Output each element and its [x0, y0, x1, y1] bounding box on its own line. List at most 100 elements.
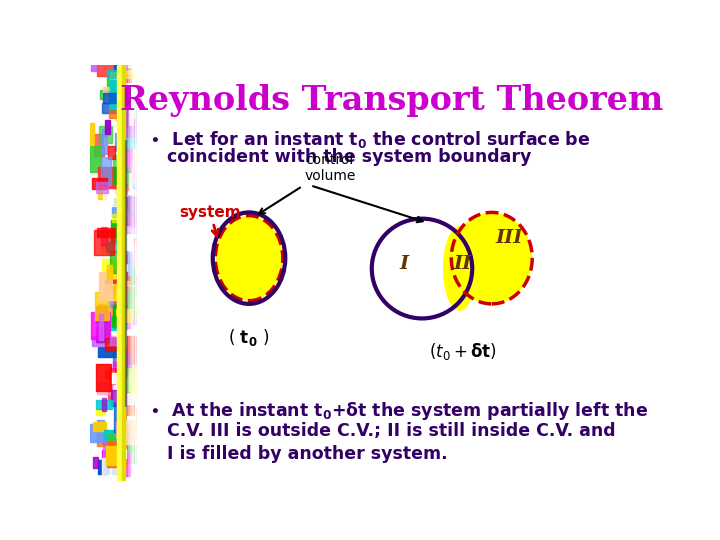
Bar — [117, 125, 121, 138]
Bar — [138, 294, 155, 317]
Bar — [130, 202, 140, 227]
Bar — [120, 295, 128, 313]
Bar — [134, 238, 138, 262]
Bar — [134, 377, 141, 396]
Bar — [118, 384, 134, 410]
Bar — [125, 197, 144, 224]
Bar — [102, 174, 106, 193]
Bar — [112, 214, 128, 222]
Bar — [126, 75, 131, 82]
Bar — [104, 138, 107, 145]
Bar — [113, 449, 127, 457]
Bar — [103, 438, 113, 444]
Bar — [102, 103, 117, 112]
Bar — [114, 44, 123, 71]
Bar — [120, 160, 135, 182]
Bar — [103, 446, 118, 461]
Bar — [95, 292, 109, 320]
Bar — [112, 316, 124, 327]
Bar — [130, 357, 149, 382]
Bar — [99, 314, 103, 340]
Bar — [122, 65, 125, 481]
Bar — [127, 303, 146, 316]
Bar — [122, 427, 131, 452]
Bar — [124, 180, 128, 190]
Bar — [99, 272, 112, 300]
Bar — [94, 231, 114, 255]
Bar — [117, 388, 125, 409]
Bar — [130, 309, 133, 322]
Bar — [126, 65, 128, 481]
Bar — [97, 433, 109, 446]
Text: $( \ \mathbf{t_0} \ )$: $( \ \mathbf{t_0} \ )$ — [228, 327, 269, 348]
Ellipse shape — [451, 212, 532, 304]
Bar — [98, 303, 117, 318]
Bar — [105, 370, 118, 378]
Bar — [93, 457, 98, 468]
Bar — [125, 140, 126, 406]
Bar — [107, 383, 112, 400]
Text: control
volume: control volume — [259, 153, 356, 214]
Bar — [103, 288, 120, 294]
Bar — [102, 259, 121, 278]
Bar — [106, 458, 122, 467]
Bar — [100, 90, 117, 99]
Bar — [90, 123, 94, 145]
Bar — [103, 87, 109, 100]
Bar — [123, 56, 127, 75]
Bar — [104, 120, 110, 134]
Bar — [93, 422, 106, 431]
Bar — [132, 161, 140, 183]
Bar — [96, 363, 112, 392]
Bar — [122, 453, 130, 476]
Bar — [106, 446, 119, 465]
Bar — [104, 430, 120, 438]
Bar — [102, 458, 117, 481]
Bar — [102, 312, 109, 338]
Bar — [105, 436, 118, 465]
Bar — [132, 304, 137, 325]
Bar — [138, 398, 150, 419]
Bar — [131, 384, 147, 394]
Bar — [96, 420, 104, 435]
Bar — [97, 60, 116, 76]
Bar — [117, 431, 121, 453]
Bar — [117, 266, 125, 281]
Bar — [99, 126, 112, 143]
Bar — [116, 309, 132, 322]
Bar — [125, 103, 134, 131]
Bar — [106, 447, 122, 466]
Bar — [102, 243, 120, 253]
Bar — [117, 439, 125, 451]
Bar — [98, 347, 116, 357]
Bar — [117, 194, 133, 212]
Bar — [115, 170, 127, 194]
Bar — [126, 138, 143, 148]
Bar — [103, 93, 120, 103]
Bar — [128, 65, 131, 481]
Bar — [104, 250, 118, 271]
Bar — [117, 353, 130, 367]
Text: $\bullet$  At the instant $\mathbf{t_0}$+$\mathbf{\delta t}$ the system partiall: $\bullet$ At the instant $\mathbf{t_0}$+… — [148, 400, 648, 422]
Bar — [112, 451, 124, 474]
Text: $\bullet$  Let for an instant $\mathbf{t_0}$ the control surface be: $\bullet$ Let for an instant $\mathbf{t_… — [148, 129, 590, 150]
Bar — [135, 376, 145, 399]
Bar — [134, 112, 138, 133]
Bar — [111, 90, 118, 110]
Bar — [139, 185, 145, 193]
Ellipse shape — [443, 226, 477, 311]
Bar — [107, 442, 127, 467]
Bar — [107, 70, 122, 78]
Bar — [90, 424, 104, 442]
Bar — [113, 305, 127, 323]
Bar — [108, 316, 126, 330]
Bar — [101, 227, 107, 246]
Bar — [117, 353, 127, 380]
Bar — [121, 378, 137, 404]
Bar — [114, 280, 126, 306]
Bar — [115, 368, 125, 377]
Bar — [108, 434, 122, 462]
Bar — [130, 65, 133, 481]
Bar — [106, 242, 119, 252]
Text: coincident with the system boundary: coincident with the system boundary — [148, 148, 531, 166]
